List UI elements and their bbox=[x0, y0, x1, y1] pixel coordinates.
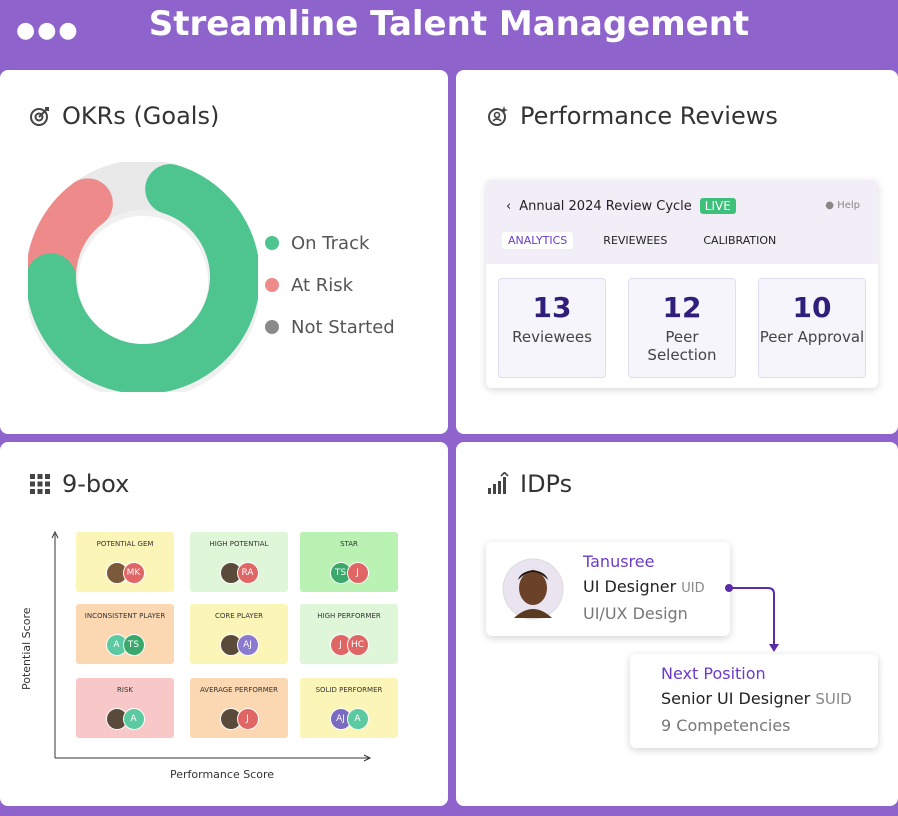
ninebox-cell[interactable]: HIGH POTENTIAL RA bbox=[190, 532, 288, 592]
ninebox-cell[interactable]: INCONSISTENT PLAYER A TS bbox=[76, 604, 174, 664]
avatar[interactable]: HC bbox=[346, 634, 369, 656]
next-position-label: Next Position bbox=[661, 664, 766, 683]
okrs-title: OKRs (Goals) bbox=[28, 102, 219, 130]
reviews-title: Performance Reviews bbox=[486, 102, 778, 130]
more-dots-icon[interactable]: ●●● bbox=[16, 18, 80, 43]
ninebox-cell-label: HIGH POTENTIAL bbox=[209, 540, 269, 548]
progression-connector bbox=[725, 584, 779, 652]
ninebox-cell[interactable]: STAR TS J bbox=[300, 532, 398, 592]
ninebox-cell[interactable]: RISK A bbox=[76, 678, 174, 738]
idps-title: IDPs bbox=[486, 470, 572, 498]
avatar[interactable]: J bbox=[236, 708, 259, 730]
avatar[interactable]: MK bbox=[122, 562, 145, 584]
stat-reviewees[interactable]: 13 Reviewees bbox=[498, 278, 606, 378]
page-title: Streamline Talent Management bbox=[148, 4, 750, 44]
next-role-code: SUID bbox=[815, 690, 852, 708]
y-axis-label: Potential Score bbox=[20, 607, 33, 691]
review-tabs: ANALYTICS REVIEWEES CALIBRATION bbox=[502, 232, 782, 249]
employee-role: UI Designer UID bbox=[583, 577, 705, 596]
tab-reviewees[interactable]: REVIEWEES bbox=[603, 234, 668, 247]
avatar[interactable]: A bbox=[346, 708, 369, 730]
target-icon bbox=[30, 107, 49, 126]
avatar-group: AJ A bbox=[300, 708, 398, 730]
live-badge: LIVE bbox=[699, 198, 736, 214]
ninebox-cell-label: POTENTIAL GEM bbox=[96, 540, 154, 548]
donut-slice-on-track bbox=[28, 164, 258, 392]
grid-icon bbox=[30, 474, 50, 494]
employee-name: Tanusree bbox=[583, 552, 655, 571]
legend-not-started: Not Started bbox=[265, 306, 395, 348]
ninebox-cell[interactable]: CORE PLAYER AJ bbox=[190, 604, 288, 664]
avatar-group: A TS bbox=[76, 634, 174, 656]
avatar-group: A bbox=[76, 708, 174, 730]
avatar-group: J HC bbox=[300, 634, 398, 656]
avatar[interactable]: A bbox=[122, 708, 145, 730]
avatar[interactable]: AJ bbox=[236, 634, 259, 656]
top-bar: ●●● Streamline Talent Management bbox=[0, 0, 898, 62]
review-cycle-title[interactable]: ‹ Annual 2024 Review Cycle LIVE bbox=[506, 198, 736, 214]
tab-analytics[interactable]: ANALYTICS bbox=[502, 232, 574, 249]
review-panel-header bbox=[486, 180, 878, 264]
tab-calibration[interactable]: CALIBRATION bbox=[703, 234, 777, 247]
ninebox-cell[interactable]: POTENTIAL GEM MK bbox=[76, 532, 174, 592]
avatar[interactable]: RA bbox=[236, 562, 259, 584]
legend-on-track: On Track bbox=[265, 222, 395, 264]
next-position-role: Senior UI Designer SUID bbox=[661, 689, 852, 708]
ninebox-axes bbox=[51, 530, 372, 762]
okr-legend: On Track At Risk Not Started bbox=[265, 222, 395, 348]
avatar-group: TS J bbox=[300, 562, 398, 584]
avatar[interactable]: J bbox=[329, 634, 352, 656]
employee-department: UI/UX Design bbox=[583, 604, 688, 623]
ninebox-cell-label: STAR bbox=[340, 540, 358, 548]
ninebox-cell-label: INCONSISTENT PLAYER bbox=[84, 612, 166, 620]
stat-peer-selection[interactable]: 12 Peer Selection bbox=[628, 278, 736, 378]
ninebox-cell-label: AVERAGE PERFORMER bbox=[199, 686, 279, 694]
okrs-title-text: OKRs (Goals) bbox=[62, 102, 220, 130]
avatar-group: RA bbox=[190, 562, 288, 584]
competencies-count: 9 Competencies bbox=[661, 716, 791, 735]
ninebox-cell-label: SOLID PERFORMER bbox=[315, 686, 383, 694]
ninebox-cell-label: CORE PLAYER bbox=[215, 612, 263, 620]
review-cycle-panel: ‹ Annual 2024 Review Cycle LIVE ● Help A… bbox=[486, 180, 878, 388]
ninebox-cell[interactable]: HIGH PERFORMER J HC bbox=[300, 604, 398, 664]
avatar[interactable]: TS bbox=[122, 634, 145, 656]
avatar bbox=[502, 558, 564, 620]
ninebox-cell[interactable]: AVERAGE PERFORMER J bbox=[190, 678, 288, 738]
stat-peer-approval[interactable]: 10 Peer Approval bbox=[758, 278, 866, 378]
avatar[interactable]: TS bbox=[329, 562, 352, 584]
avatar-group: J bbox=[190, 708, 288, 730]
okrs-card: OKRs (Goals) On Track At Risk Not Starte… bbox=[0, 70, 448, 434]
next-position-card[interactable]: Next Position Senior UI Designer SUID 9 … bbox=[630, 654, 878, 748]
x-axis-label: Performance Score bbox=[170, 768, 275, 781]
ninebox-title: 9-box bbox=[28, 470, 129, 498]
current-position-card[interactable]: Tanusree UI Designer UID UI/UX Design bbox=[486, 542, 730, 636]
review-user-icon bbox=[488, 106, 508, 126]
growth-chart-icon bbox=[488, 472, 509, 494]
avatar[interactable]: J bbox=[346, 562, 369, 584]
help-link[interactable]: ● Help bbox=[825, 200, 860, 211]
avatar-group: AJ bbox=[190, 634, 288, 656]
ninebox-cell-label: RISK bbox=[117, 686, 133, 694]
role-code: UID bbox=[681, 581, 705, 596]
avatar-group: MK bbox=[76, 562, 174, 584]
ninebox-cell-label: HIGH PERFORMER bbox=[317, 612, 381, 620]
back-chevron-icon[interactable]: ‹ bbox=[506, 198, 512, 214]
ninebox-cell[interactable]: SOLID PERFORMER AJ A bbox=[300, 678, 398, 738]
okr-donut-chart bbox=[28, 162, 258, 392]
legend-at-risk: At Risk bbox=[265, 264, 395, 306]
